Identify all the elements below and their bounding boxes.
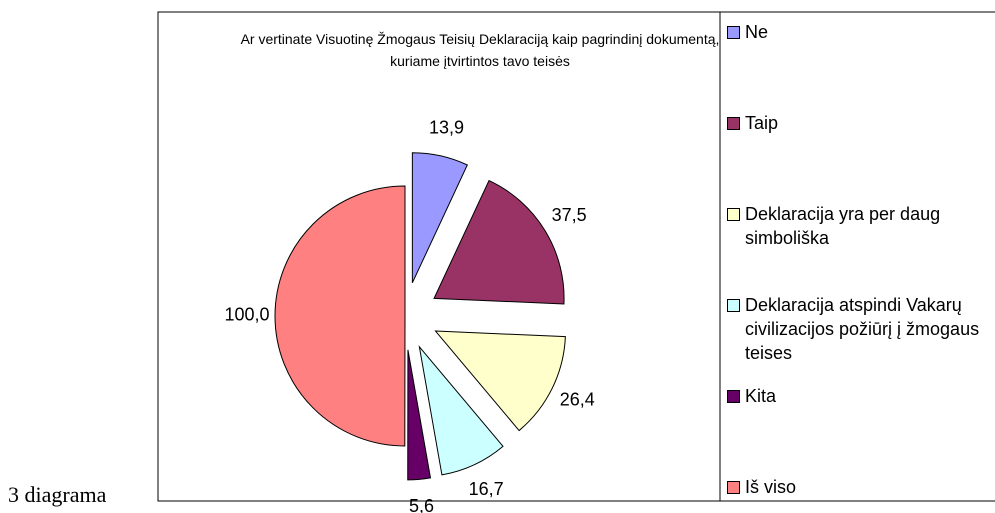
legend-swatch — [727, 390, 740, 403]
legend-label: Iš viso — [745, 477, 797, 497]
data-label: 37,5 — [552, 205, 587, 225]
pie-slice — [411, 152, 468, 284]
legend-label: Taip — [745, 113, 779, 133]
data-label: 5,6 — [409, 496, 434, 513]
data-label: 16,7 — [469, 479, 504, 499]
legend-label: Ne — [745, 22, 769, 42]
legend-label: Deklaracija yra per daug simboliška — [745, 204, 941, 248]
data-label: 100,0 — [224, 305, 269, 325]
pie-slice — [433, 179, 565, 305]
pie-slice — [434, 330, 566, 432]
legend-item: Kita — [727, 384, 995, 408]
data-label: 13,9 — [429, 117, 464, 137]
legend-swatch — [727, 26, 740, 39]
legend-swatch — [727, 208, 740, 221]
legend-item: Taip — [727, 111, 995, 135]
legend-swatch — [727, 117, 740, 130]
plot-frame — [157, 11, 995, 502]
pie-slice — [418, 345, 504, 476]
pie-slice — [274, 185, 406, 447]
legend-label: Kita — [745, 386, 777, 406]
legend-swatch — [727, 299, 740, 312]
pie-slice — [407, 349, 432, 481]
data-label: 26,4 — [560, 390, 595, 410]
chart-title: Ar vertinate Visuotinę Žmogaus Teisių De… — [240, 31, 720, 69]
legend-swatch — [727, 481, 740, 494]
legend-item: Ne — [727, 20, 995, 44]
legend-label: Deklaracija atspindi Vakarų civilizacijo… — [745, 295, 980, 363]
legend-item: Deklaracija yra per daug simboliška — [727, 202, 995, 250]
legend-item: Deklaracija atspindi Vakarų civilizacijo… — [727, 293, 995, 365]
caption: 3 diagrama — [8, 482, 107, 507]
legend-item: Iš viso — [727, 475, 995, 499]
